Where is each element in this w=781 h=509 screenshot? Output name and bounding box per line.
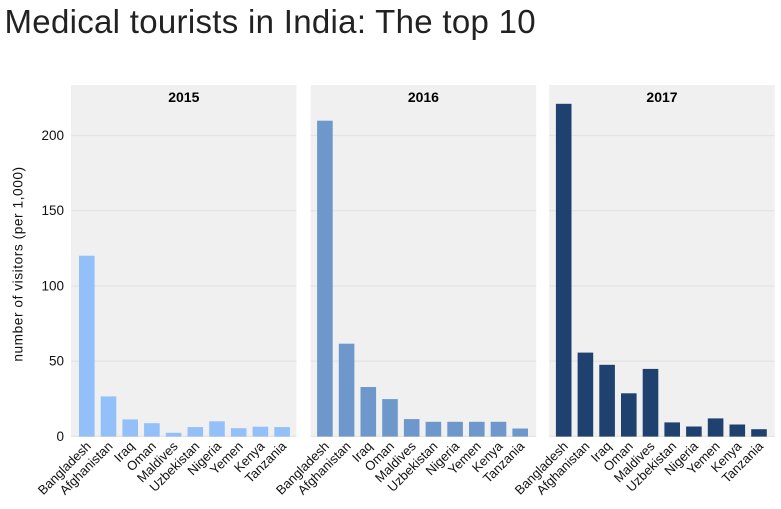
svg-text:0: 0 (56, 429, 64, 444)
svg-text:150: 150 (41, 203, 64, 218)
svg-text:2016: 2016 (408, 89, 439, 105)
svg-text:Medical tourists in India: The: Medical tourists in India: The top 10 (5, 3, 536, 40)
svg-text:number of visitors (per 1,000): number of visitors (per 1,000) (10, 166, 25, 361)
svg-text:50: 50 (49, 354, 64, 369)
svg-text:2015: 2015 (168, 89, 199, 105)
svg-text:2017: 2017 (646, 89, 677, 105)
svg-text:100: 100 (41, 279, 64, 294)
svg-text:200: 200 (41, 128, 64, 143)
